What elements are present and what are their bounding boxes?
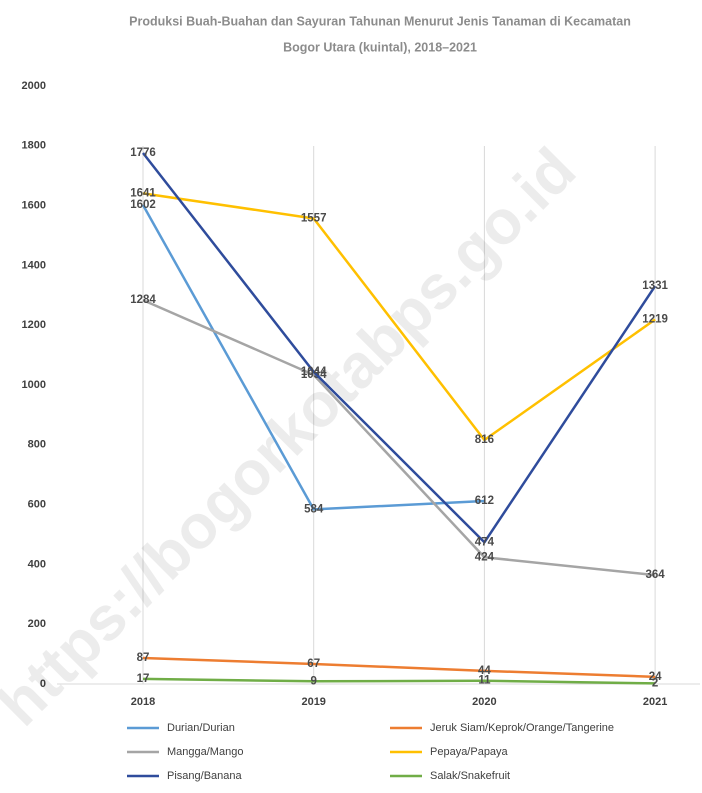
data-label: 1219 <box>642 314 668 326</box>
data-label: 1284 <box>130 294 156 306</box>
data-label: 87 <box>137 652 150 664</box>
data-label: 364 <box>646 569 666 581</box>
series-line <box>142 152 657 544</box>
x-tick-label: 2020 <box>472 696 496 708</box>
legend-label: Durian/Durian <box>167 722 235 734</box>
chart-title: Produksi Buah-Buahan dan Sayuran Tahunan… <box>129 14 631 28</box>
data-label: 11 <box>478 675 491 687</box>
series-line <box>142 298 656 577</box>
data-label: 474 <box>475 536 495 548</box>
x-tick-label: 2018 <box>131 696 155 708</box>
y-tick-label: 1600 <box>22 200 46 212</box>
legend-label: Mangga/Mango <box>167 746 243 758</box>
data-label: 1776 <box>130 147 156 159</box>
y-tick-label: 200 <box>28 618 46 630</box>
data-label: 17 <box>137 673 150 685</box>
chart-title: Bogor Utara (kuintal), 2018–2021 <box>283 40 477 54</box>
data-label: 1602 <box>130 199 156 211</box>
legend-label: Salak/Snakefruit <box>430 770 510 782</box>
y-tick-label: 0 <box>40 678 46 690</box>
series-line <box>141 204 485 511</box>
series-line <box>142 677 656 685</box>
data-label: 24 <box>649 671 662 683</box>
data-label: 2 <box>652 677 658 689</box>
y-tick-label: 1400 <box>22 259 46 271</box>
data-label: 44 <box>478 665 491 677</box>
data-label: 1331 <box>642 280 668 292</box>
legend-label: Pisang/Banana <box>167 770 242 782</box>
y-tick-label: 1200 <box>22 319 46 331</box>
data-label: 67 <box>307 658 320 670</box>
data-label: 1044 <box>301 366 327 378</box>
data-label: 816 <box>475 434 494 446</box>
x-tick-label: 2019 <box>301 696 325 708</box>
data-label: 1641 <box>130 187 156 199</box>
y-tick-label: 2000 <box>22 80 46 92</box>
data-label: 424 <box>475 551 495 563</box>
watermark: https://bogorkotabps.go.id <box>0 135 589 739</box>
series-line <box>142 656 656 679</box>
data-label: 612 <box>475 495 494 507</box>
y-tick-label: 400 <box>28 558 46 570</box>
x-tick-label: 2021 <box>643 696 667 708</box>
data-label: 1557 <box>301 212 327 224</box>
y-tick-label: 600 <box>28 499 46 511</box>
y-tick-label: 800 <box>28 439 46 451</box>
data-label: 584 <box>304 503 324 515</box>
data-label: 9 <box>310 675 316 687</box>
y-tick-label: 1000 <box>22 379 46 391</box>
series-line <box>142 192 656 442</box>
legend-label: Jeruk Siam/Keprok/Orange/Tangerine <box>430 722 614 734</box>
y-tick-label: 1800 <box>22 140 46 152</box>
legend-label: Pepaya/Papaya <box>430 746 509 758</box>
